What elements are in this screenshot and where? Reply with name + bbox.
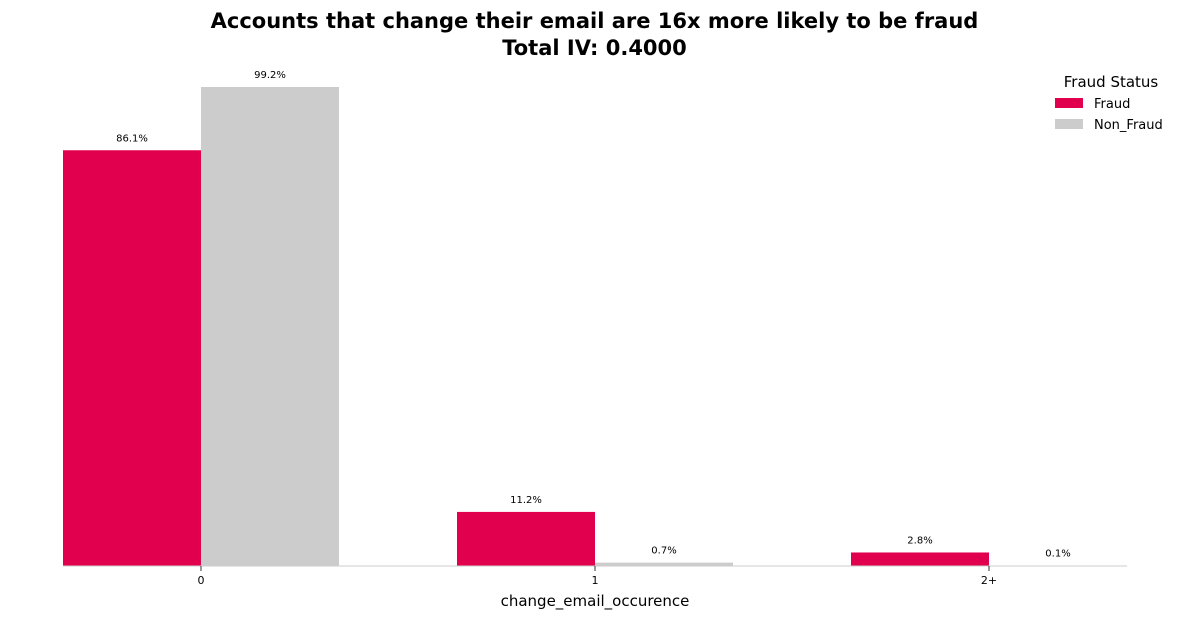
legend: Fraud Status Fraud Non_Fraud [1055,73,1163,133]
legend-swatch-fraud [1055,98,1083,108]
data-label-fraud-2: 2.8% [907,535,932,546]
bar-non-fraud-1 [595,562,733,566]
chart-title: Accounts that change their email are 16x… [211,9,979,33]
x-axis-label: change_email_occurence [501,592,690,611]
bars-layer [63,87,1127,567]
x-tick-label-2: 2+ [981,574,997,587]
data-label-fraud-0: 86.1% [116,133,148,144]
x-tick-label-0: 0 [198,574,205,587]
data-label-fraud-1: 11.2% [510,495,542,506]
data-label-non-fraud-2: 0.1% [1045,549,1070,560]
bar-fraud-0 [63,150,201,566]
x-tick-label-1: 1 [592,574,599,587]
data-labels-layer: 86.1% 99.2% 11.2% 0.7% 2.8% 0.1% [116,70,1071,560]
x-ticks-layer: 0 1 2+ [198,566,997,587]
chart-subtitle: Total IV: 0.4000 [502,36,687,60]
data-label-non-fraud-1: 0.7% [651,546,676,557]
data-label-non-fraud-0: 99.2% [254,70,286,81]
bar-fraud-1 [457,511,595,566]
legend-label-fraud: Fraud [1094,97,1130,112]
legend-label-non-fraud: Non_Fraud [1094,118,1163,133]
legend-title: Fraud Status [1064,73,1159,91]
bar-non-fraud-0 [201,87,339,566]
legend-swatch-non-fraud [1055,119,1083,129]
bar-fraud-2 [851,552,989,566]
